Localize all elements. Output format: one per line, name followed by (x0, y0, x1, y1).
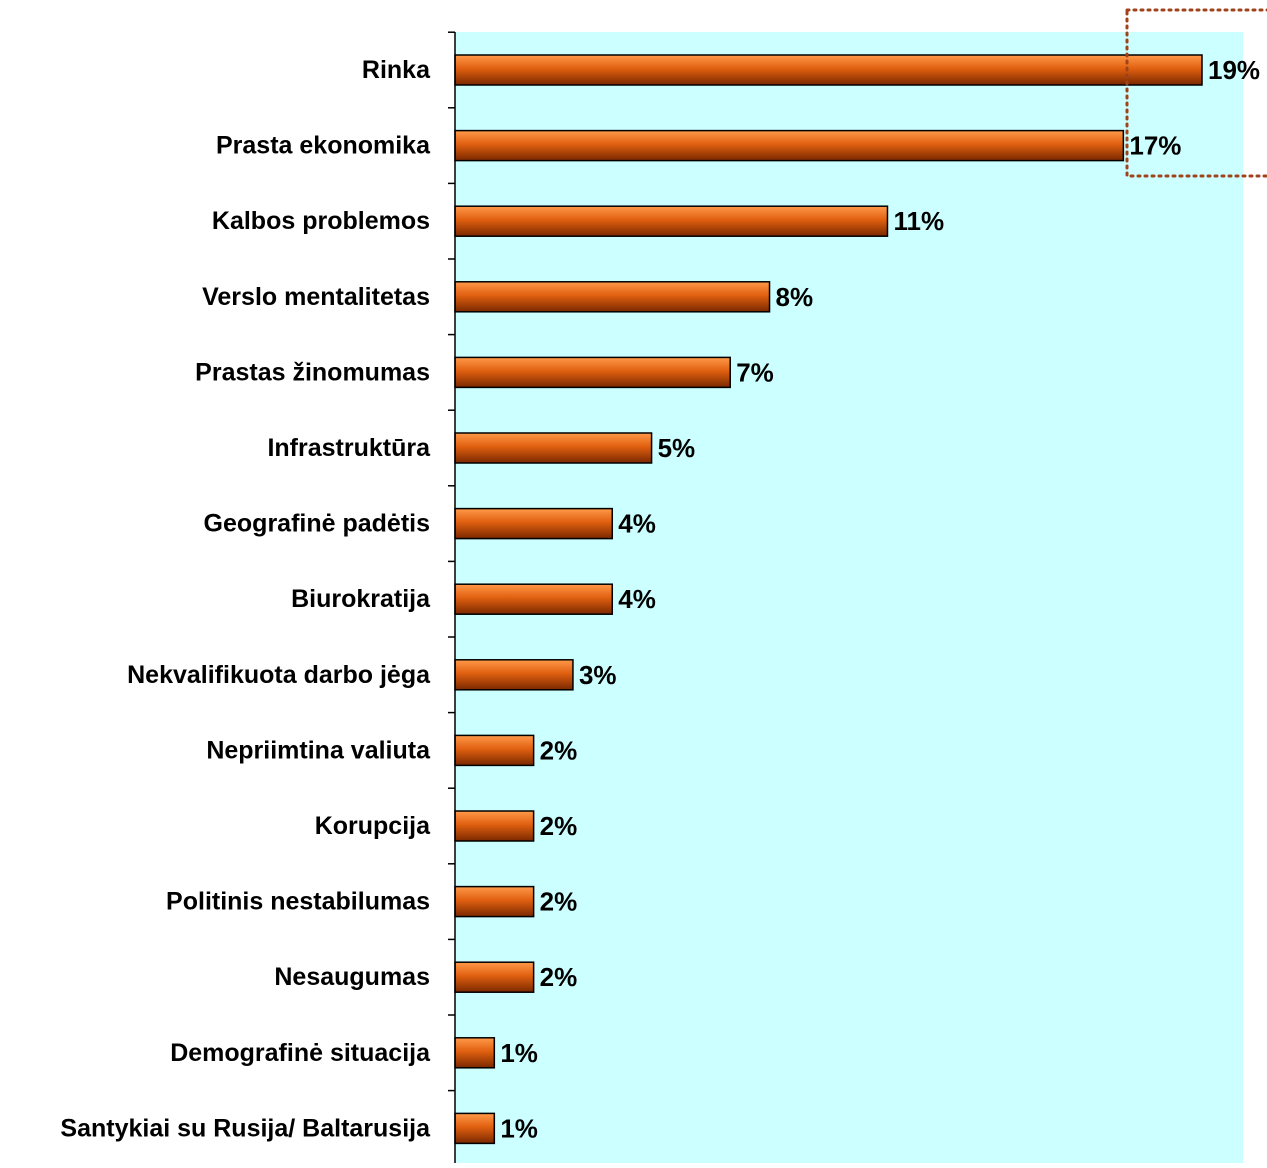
bar-politinis-nestabilumas (454, 885, 535, 918)
bar-prastas-zinomumas (454, 356, 731, 389)
data-label-infrastruktura: 5% (658, 433, 696, 463)
bar-nekvalifikuota-darbo-jega (454, 659, 574, 691)
bar-korupcija (454, 810, 535, 842)
category-label-kalbos-problemos: Kalbos problemos (212, 207, 430, 235)
data-label-politinis-nestabilumas: 2% (540, 887, 578, 917)
category-label-nepriimtina-valiuta: Nepriimtina valiuta (206, 736, 431, 764)
data-label-nesaugumas: 2% (540, 962, 578, 992)
bar-rinka (454, 54, 1203, 86)
bar-prasta-ekonomika (454, 129, 1125, 162)
highlight-box (1125, 8, 1267, 178)
bar-infrastruktura (454, 432, 653, 464)
category-label-demografine-situacija: Demografinė situacija (170, 1039, 431, 1067)
category-label-nesaugumas: Nesaugumas (274, 963, 430, 991)
bar-nepriimtina-valiuta (454, 734, 535, 767)
data-label-santykiai-su-rusija-baltarusija: 1% (500, 1113, 538, 1143)
data-label-nekvalifikuota-darbo-jega: 3% (579, 660, 617, 690)
bar-demografine-situacija (454, 1037, 496, 1069)
category-label-prasta-ekonomika: Prasta ekonomika (216, 132, 431, 160)
data-label-geografine-padetis: 4% (618, 509, 656, 539)
category-label-korupcija: Korupcija (315, 812, 431, 840)
data-label-nepriimtina-valiuta: 2% (540, 735, 578, 765)
bar-geografine-padetis (454, 507, 614, 540)
data-label-prasta-ekonomika: 17% (1129, 131, 1181, 161)
category-label-infrastruktura: Infrastruktūra (267, 434, 431, 462)
data-label-demografine-situacija: 1% (500, 1038, 538, 1068)
data-label-verslo-mentalitetas: 8% (776, 282, 814, 312)
category-label-geografine-padetis: Geografinė padėtis (204, 510, 430, 538)
data-label-kalbos-problemos: 11% (893, 206, 944, 236)
category-label-politinis-nestabilumas: Politinis nestabilumas (166, 888, 430, 916)
data-label-rinka: 19% (1208, 55, 1260, 85)
category-label-nekvalifikuota-darbo-jega: Nekvalifikuota darbo jėga (127, 661, 431, 689)
category-label-prastas-zinomumas: Prastas žinomumas (195, 358, 430, 386)
category-label-santykiai-su-rusija-baltarusija: Santykiai su Rusija/ Baltarusija (60, 1114, 431, 1142)
bar-santykiai-su-rusija-baltarusija (454, 1112, 496, 1145)
bar-nesaugumas (454, 961, 535, 993)
data-label-biurokratija: 4% (618, 584, 656, 614)
data-label-korupcija: 2% (540, 811, 578, 841)
bar-biurokratija (454, 583, 614, 615)
category-label-rinka: Rinka (362, 56, 431, 84)
bar-verslo-mentalitetas (454, 281, 771, 313)
category-label-biurokratija: Biurokratija (291, 585, 431, 613)
category-label-verslo-mentalitetas: Verslo mentalitetas (202, 283, 430, 311)
data-label-prastas-zinomumas: 7% (736, 357, 774, 387)
bar-kalbos-problemos (454, 205, 889, 237)
